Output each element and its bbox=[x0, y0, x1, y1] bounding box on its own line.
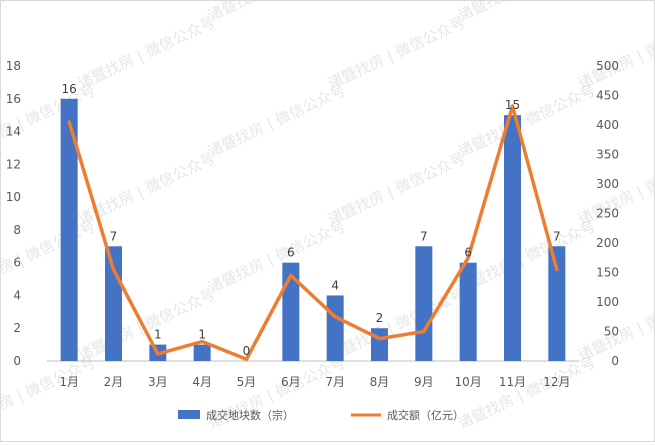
line-point bbox=[333, 315, 337, 319]
legend-bar-label: 成交地块数（宗） bbox=[206, 408, 294, 422]
bar bbox=[105, 246, 122, 361]
category-tick-label: 3月 bbox=[148, 375, 168, 389]
bar bbox=[548, 246, 566, 361]
watermark-text: 诸暨找房 | 微信公众号 bbox=[455, 1, 598, 25]
bar-data-label: 7 bbox=[110, 229, 118, 243]
right-axis-tick-label: 300 bbox=[596, 177, 619, 191]
right-axis-ticks: 0 50 100 150 200 250 300 350 400 450 500 bbox=[596, 59, 619, 368]
right-axis-tick-label: 500 bbox=[596, 59, 619, 73]
bar bbox=[459, 262, 477, 361]
line-point bbox=[466, 256, 470, 260]
category-tick-label: 1月 bbox=[59, 375, 79, 389]
watermark-text: 诸暨找房 | 微信公众号 bbox=[575, 13, 654, 93]
category-axis-ticks: 1月 2月 3月 4月 5月 6月 7月 8月 9月 10月 11月 12月 bbox=[59, 375, 570, 389]
left-axis-tick-label: 0 bbox=[13, 354, 21, 368]
watermark-text: 诸暨找房 | 微信公众号 bbox=[325, 13, 468, 93]
category-tick-label: 8月 bbox=[370, 375, 390, 389]
line-series bbox=[67, 104, 559, 361]
right-axis-tick-label: 50 bbox=[604, 325, 619, 339]
category-tick-label: 10月 bbox=[455, 375, 482, 389]
bar bbox=[60, 98, 78, 362]
bar bbox=[415, 246, 433, 361]
watermark-text: 诸暨找房 | 微信公众号 bbox=[325, 285, 468, 365]
line-path bbox=[67, 104, 559, 361]
watermark-text: 诸暨找房 | 微信公众号 bbox=[325, 149, 468, 229]
left-axis-tick-label: 18 bbox=[6, 59, 21, 73]
right-axis-tick-label: 150 bbox=[596, 266, 619, 280]
bar bbox=[282, 262, 300, 361]
category-tick-label: 6月 bbox=[281, 375, 301, 389]
category-tick-label: 9月 bbox=[414, 375, 434, 389]
line-point bbox=[67, 120, 71, 124]
bar bbox=[193, 344, 211, 361]
line-point bbox=[555, 268, 559, 272]
bar bbox=[504, 115, 521, 362]
bar-data-label: 2 bbox=[376, 311, 384, 325]
legend-bar-swatch bbox=[178, 410, 200, 419]
right-axis-tick-label: 200 bbox=[596, 236, 619, 250]
right-axis-tick-label: 400 bbox=[596, 118, 619, 132]
line-point bbox=[289, 273, 293, 277]
left-axis-tick-label: 10 bbox=[6, 190, 21, 204]
line-point bbox=[245, 357, 248, 361]
bar-data-label: 6 bbox=[287, 246, 295, 260]
line-point bbox=[378, 337, 381, 341]
bar-data-label: 0 bbox=[243, 344, 251, 358]
watermark-text: 诸暨找房 | 微信公众号 bbox=[1, 1, 98, 25]
watermark-text: 诸暨找房 | 微信公众号 bbox=[75, 13, 218, 93]
left-axis-tick-label: 14 bbox=[6, 125, 21, 139]
legend-line-label: 成交额（亿元） bbox=[387, 408, 464, 422]
bar-data-label: 4 bbox=[331, 278, 339, 292]
left-axis-tick-label: 2 bbox=[13, 321, 21, 335]
category-tick-label: 5月 bbox=[237, 375, 257, 389]
watermark-text: 诸暨找房 | 微信公众号 bbox=[205, 217, 348, 297]
bar bbox=[326, 295, 344, 361]
watermark-text: 诸暨找房 | 微信公众号 bbox=[455, 81, 598, 161]
right-axis-tick-label: 450 bbox=[596, 89, 619, 103]
bar-data-label: 15 bbox=[505, 98, 520, 112]
category-tick-label: 12月 bbox=[543, 375, 570, 389]
left-axis-tick-label: 6 bbox=[13, 256, 21, 270]
left-axis-tick-label: 12 bbox=[6, 157, 21, 171]
watermark-text: 诸暨找房 | 微信公众号 bbox=[205, 1, 348, 25]
right-axis-tick-label: 350 bbox=[596, 148, 619, 162]
line-point bbox=[422, 330, 426, 333]
bar-data-label: 7 bbox=[420, 229, 428, 243]
category-tick-label: 4月 bbox=[192, 375, 212, 389]
bar bbox=[371, 328, 388, 361]
left-axis-tick-label: 16 bbox=[6, 92, 21, 106]
left-axis-tick-label: 4 bbox=[13, 288, 21, 302]
left-axis-ticks: 0 2 4 6 8 10 12 14 16 18 bbox=[6, 59, 21, 368]
line-point bbox=[200, 340, 204, 344]
line-point bbox=[511, 104, 514, 108]
right-axis-tick-label: 100 bbox=[596, 295, 619, 309]
watermark-text: 诸暨找房 | 微信公众号 bbox=[205, 81, 348, 161]
data-labels: 16 7 1 1 0 6 4 2 7 6 15 7 bbox=[62, 82, 561, 358]
bar-data-label: 6 bbox=[464, 246, 472, 260]
left-axis-tick-label: 8 bbox=[13, 223, 21, 237]
legend: 成交地块数（宗） 成交额（亿元） bbox=[178, 408, 464, 422]
bar-data-label: 16 bbox=[62, 82, 77, 96]
line-point bbox=[156, 352, 160, 356]
category-tick-label: 11月 bbox=[499, 375, 526, 389]
line-point bbox=[112, 268, 115, 272]
bar-data-label: 7 bbox=[553, 229, 561, 243]
category-tick-label: 7月 bbox=[325, 375, 345, 389]
bar-data-label: 1 bbox=[198, 328, 206, 342]
watermark-text: 诸暨找房 | 微信公众号 bbox=[455, 353, 598, 433]
category-tick-label: 2月 bbox=[104, 375, 124, 389]
right-axis-tick-label: 250 bbox=[596, 207, 619, 221]
right-axis-tick-label: 0 bbox=[611, 354, 619, 368]
bar-data-label: 1 bbox=[154, 328, 162, 342]
